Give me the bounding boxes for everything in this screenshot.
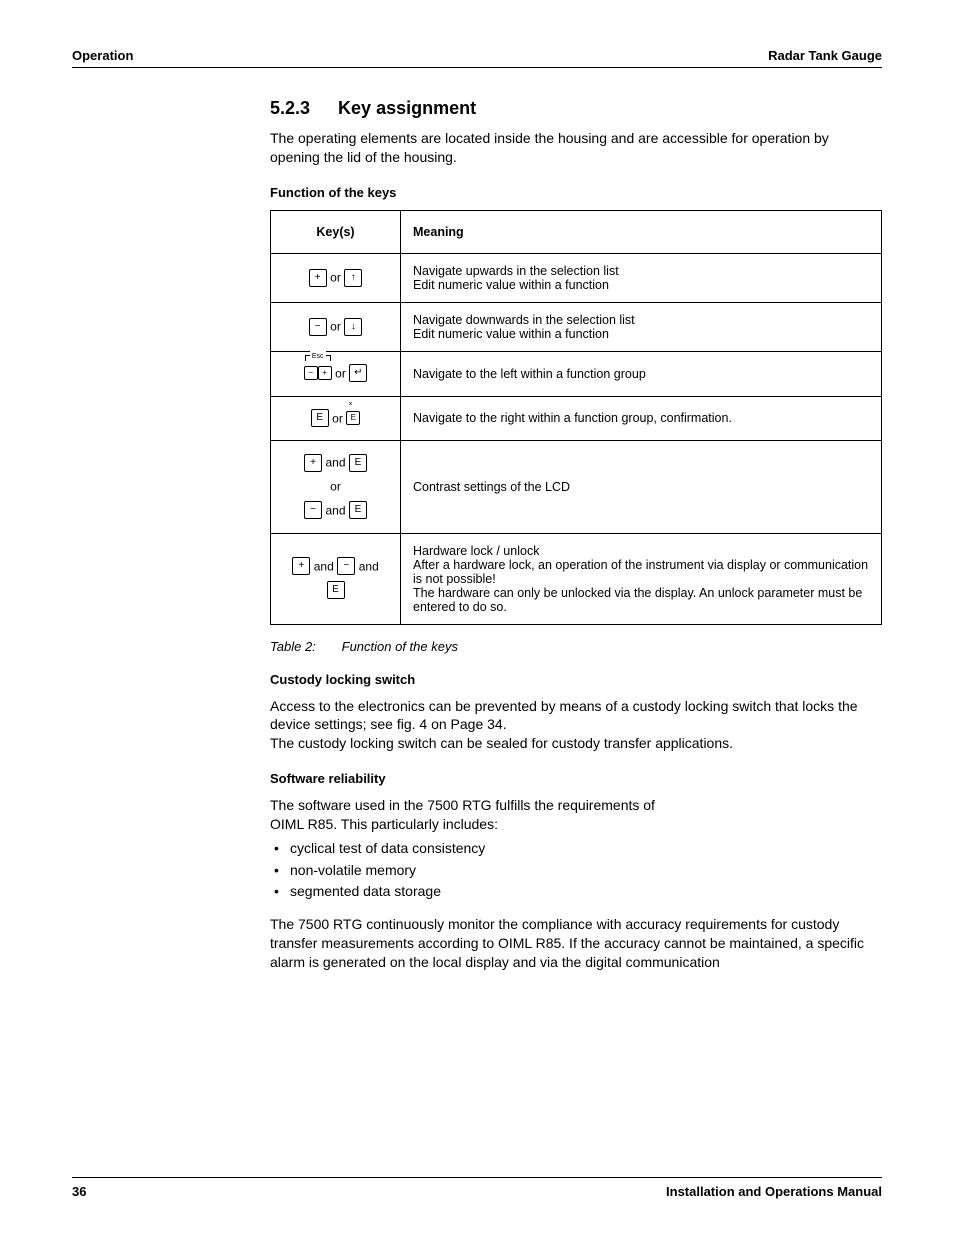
minus-key-icon: − (309, 318, 327, 336)
running-header: Operation Radar Tank Gauge (72, 48, 882, 68)
software-para-line2: OIML R85. This particularly includes: (270, 815, 882, 834)
plus-key-icon: + (292, 557, 310, 575)
meaning-text: Navigate downwards in the selection list (413, 313, 869, 327)
section-number: 5.2.3 (270, 98, 310, 119)
meaning-text: Edit numeric value within a function (413, 278, 869, 292)
key-cell: + and − and E (271, 533, 401, 624)
meaning-text: Navigate upwards in the selection list (413, 264, 869, 278)
table-row: + and − and E Hardware lock / unlock Aft… (271, 533, 882, 624)
e-key-icon: E (349, 454, 367, 472)
meaning-cell: Hardware lock / unlock After a hardware … (401, 533, 882, 624)
and-label: and (325, 456, 345, 470)
table-row: + or ↑ Navigate upwards in the selection… (271, 253, 882, 302)
key-cell: − or ↓ (271, 302, 401, 351)
list-item: non-volatile memory (270, 860, 882, 882)
intro-paragraph: The operating elements are located insid… (270, 129, 882, 167)
list-item: segmented data storage (270, 881, 882, 903)
minus-key-icon: − (337, 557, 355, 575)
e-alt-key-icon: × E (346, 407, 360, 431)
up-arrow-key-icon: ↑ (344, 269, 362, 287)
col-header-meaning: Meaning (401, 210, 882, 253)
header-left: Operation (72, 48, 133, 63)
table-header-row: Key(s) Meaning (271, 210, 882, 253)
table-row: E or × E Navigate to the right within a … (271, 396, 882, 441)
plus-key-icon: + (309, 269, 327, 287)
col-header-keys: Key(s) (271, 210, 401, 253)
caption-label: Table 2: (270, 639, 338, 654)
and-label: and (359, 559, 379, 573)
plus-key-icon: + (318, 366, 332, 380)
and-label: and (325, 503, 345, 517)
section-title: Key assignment (338, 98, 476, 119)
table-row: − or ↓ Navigate downwards in the selecti… (271, 302, 882, 351)
meaning-cell: Navigate downwards in the selection list… (401, 302, 882, 351)
list-item: cyclical test of data consistency (270, 838, 882, 860)
section-heading: 5.2.3 Key assignment (270, 98, 882, 119)
meaning-text: The hardware can only be unlocked via th… (413, 586, 869, 614)
or-label: or (335, 366, 346, 380)
software-para-line1: The software used in the 7500 RTG fulfil… (270, 796, 882, 815)
custody-para-2: The custody locking switch can be sealed… (270, 734, 882, 753)
table-caption: Table 2: Function of the keys (270, 639, 882, 654)
caption-text: Function of the keys (342, 639, 458, 654)
running-footer: 36 Installation and Operations Manual (72, 1177, 882, 1199)
key-cell: E or × E (271, 396, 401, 441)
table-title: Function of the keys (270, 185, 882, 200)
page-number: 36 (72, 1184, 86, 1199)
meaning-cell: Navigate to the left within a function g… (401, 351, 882, 396)
meaning-text: Edit numeric value within a function (413, 327, 869, 341)
return-key-icon: ↵ (349, 364, 367, 382)
down-arrow-key-icon: ↓ (344, 318, 362, 336)
keys-table: Key(s) Meaning + or ↑ Navigate upwards i… (270, 210, 882, 625)
header-right: Radar Tank Gauge (768, 48, 882, 63)
meaning-cell: Navigate upwards in the selection list E… (401, 253, 882, 302)
software-para-2: The 7500 RTG continuously monitor the co… (270, 915, 882, 972)
minus-key-icon: − (304, 501, 322, 519)
meaning-cell: Contrast settings of the LCD (401, 441, 882, 533)
e-key-icon: E (349, 501, 367, 519)
or-label: or (332, 411, 343, 425)
or-label: or (330, 479, 341, 493)
e-key-icon: E (327, 581, 345, 599)
key-cell: + and E or − and E (271, 441, 401, 533)
e-key-icon: E (311, 409, 329, 427)
custody-heading: Custody locking switch (270, 672, 882, 687)
key-cell: + or ↑ (271, 253, 401, 302)
or-label: or (330, 270, 341, 284)
key-cell: Esc −+ or ↵ (271, 351, 401, 396)
meaning-cell: Navigate to the right within a function … (401, 396, 882, 441)
meaning-text: Hardware lock / unlock (413, 544, 869, 558)
table-row: Esc −+ or ↵ Navigate to the left within … (271, 351, 882, 396)
meaning-text: After a hardware lock, an operation of t… (413, 558, 869, 586)
table-row: + and E or − and E Contrast settings of … (271, 441, 882, 533)
plus-key-icon: + (304, 454, 322, 472)
minus-key-icon: − (304, 366, 318, 380)
custody-para-1: Access to the electronics can be prevent… (270, 697, 882, 735)
or-label: or (330, 319, 341, 333)
footer-title: Installation and Operations Manual (666, 1184, 882, 1199)
software-heading: Software reliability (270, 771, 882, 786)
and-label: and (314, 559, 334, 573)
bullet-list: cyclical test of data consistency non-vo… (270, 838, 882, 903)
esc-key-combo-icon: Esc −+ (304, 362, 332, 386)
